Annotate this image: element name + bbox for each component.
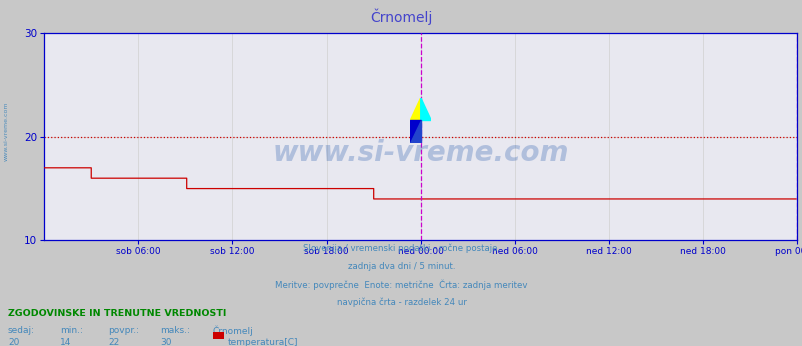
Text: temperatura[C]: temperatura[C] [227, 338, 298, 346]
Text: zadnja dva dni / 5 minut.: zadnja dva dni / 5 minut. [347, 262, 455, 271]
Text: 20: 20 [8, 338, 19, 346]
Text: maks.:: maks.: [160, 326, 190, 335]
Text: Črnomelj: Črnomelj [370, 9, 432, 25]
Text: Meritve: povprečne  Enote: metrične  Črta: zadnja meritev: Meritve: povprečne Enote: metrične Črta:… [275, 280, 527, 290]
Text: povpr.:: povpr.: [108, 326, 140, 335]
Text: 22: 22 [108, 338, 119, 346]
Text: Slovenija / vremenski podatki - ročne postaje.: Slovenija / vremenski podatki - ročne po… [302, 244, 500, 253]
Text: www.si-vreme.com: www.si-vreme.com [4, 102, 9, 161]
Text: 30: 30 [160, 338, 172, 346]
Text: Črnomelj: Črnomelj [213, 326, 253, 336]
Text: sedaj:: sedaj: [8, 326, 35, 335]
Text: navpična črta - razdelek 24 ur: navpična črta - razdelek 24 ur [336, 298, 466, 307]
Text: www.si-vreme.com: www.si-vreme.com [272, 139, 569, 167]
Text: min.:: min.: [60, 326, 83, 335]
Text: ZGODOVINSKE IN TRENUTNE VREDNOSTI: ZGODOVINSKE IN TRENUTNE VREDNOSTI [8, 309, 226, 318]
Text: 14: 14 [60, 338, 71, 346]
